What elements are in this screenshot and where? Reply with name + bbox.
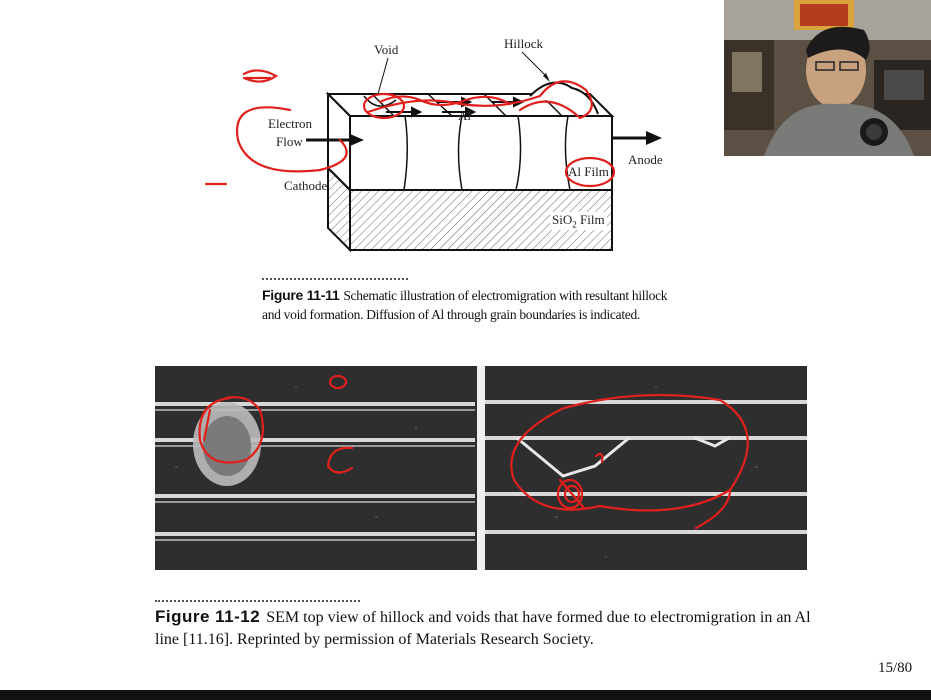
page-number: 15/80 (878, 660, 913, 676)
presenter-video (724, 0, 931, 156)
figure-11-11-caption: Figure 11-11 Schematic illustration of el… (262, 286, 682, 324)
label-hillock: Hillock (504, 36, 543, 51)
figure-11-12-caption: Figure 11-12 SEM top view of hillock and … (155, 606, 835, 651)
label-void: Void (374, 42, 399, 57)
label-al-film: Al Film (568, 164, 609, 179)
label-flow: Flow (276, 134, 303, 149)
figure-number-2: Figure 11-12 (155, 607, 261, 626)
caption-text: Schematic illustration of electromigrati… (262, 288, 668, 322)
caption-divider-2 (155, 600, 360, 602)
caption-divider (262, 278, 408, 280)
label-anode: Anode (628, 152, 663, 167)
webcam-overlay (724, 0, 931, 156)
bottom-bar (0, 690, 931, 700)
electromigration-schematic: Void Hillock Electron Flow Cathode Anode… (200, 30, 680, 270)
label-al: Al (458, 108, 471, 123)
sem-image-drawing (155, 366, 807, 570)
label-electron: Electron (268, 116, 313, 131)
schematic-drawing (306, 51, 662, 253)
caption-text-2: SEM top view of hillock and voids that h… (155, 609, 811, 648)
figure-number: Figure 11-11 (262, 287, 340, 303)
label-cathode: Cathode (284, 178, 328, 193)
label-sio2-film: SiO2 Film (550, 212, 607, 230)
sem-micrograph (155, 366, 807, 570)
